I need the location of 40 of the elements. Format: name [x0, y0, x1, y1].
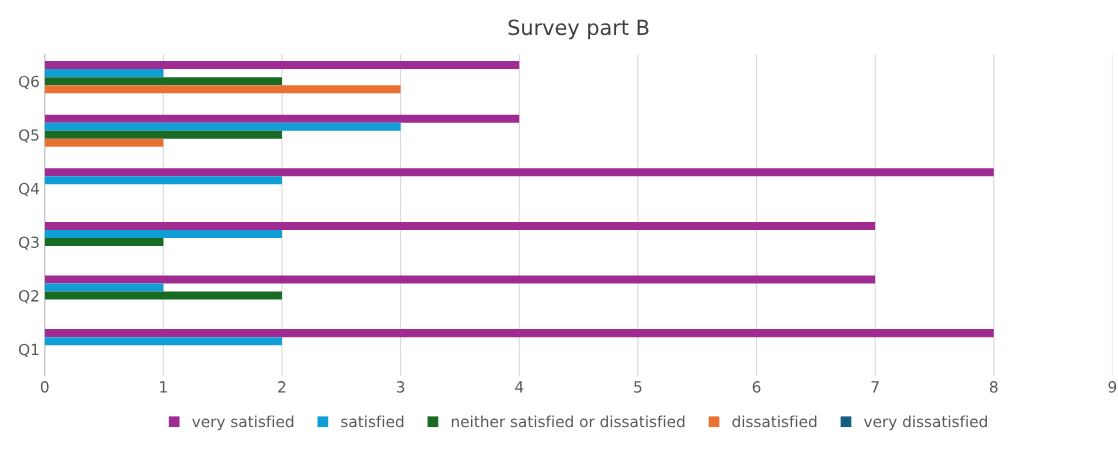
bar: [44, 176, 282, 185]
x-tick-label: 6: [752, 381, 761, 393]
y-tick-label: Q3: [18, 236, 39, 250]
bar: [44, 130, 282, 139]
x-tick-label: 9: [1108, 381, 1117, 393]
bar: [44, 61, 520, 70]
x-tick-label: 5: [634, 381, 642, 393]
bar: [44, 237, 164, 246]
legend-label: satisfied: [341, 415, 404, 428]
bar: [44, 69, 164, 78]
bar: [44, 168, 994, 177]
legend-label: dissatisfied: [732, 415, 817, 428]
bar: [44, 122, 401, 131]
legend-label: very satisfied: [192, 415, 294, 431]
bar: [44, 337, 282, 346]
x-tick-label: 8: [989, 381, 998, 393]
bar: [44, 138, 164, 147]
bar: [44, 229, 282, 238]
y-tick-label: Q5: [18, 129, 39, 143]
x-tick-label: 7: [871, 381, 879, 393]
x-tick-label: 0: [40, 381, 49, 393]
bar: [44, 221, 876, 230]
bar: [44, 77, 282, 86]
bar: [44, 283, 164, 292]
x-tick-label: 4: [515, 381, 524, 393]
x-tick-label: 2: [278, 381, 286, 393]
bar: [44, 114, 520, 123]
y-tick-label: Q1: [18, 343, 39, 357]
y-tick-label: Q4: [18, 182, 39, 197]
legend-label: neither satisfied or dissatisfied: [451, 415, 685, 428]
chart-title: Survey part B: [508, 19, 649, 40]
bar: [44, 291, 282, 300]
x-tick-label: 1: [160, 381, 167, 393]
legend-label: very dissatisfied: [864, 415, 987, 431]
x-tick-label: 3: [396, 381, 405, 393]
y-tick-label: Q6: [18, 75, 39, 89]
bar: [44, 275, 876, 284]
y-tick-label: Q2: [18, 290, 39, 304]
bar: [44, 85, 401, 94]
bar: [44, 329, 994, 338]
